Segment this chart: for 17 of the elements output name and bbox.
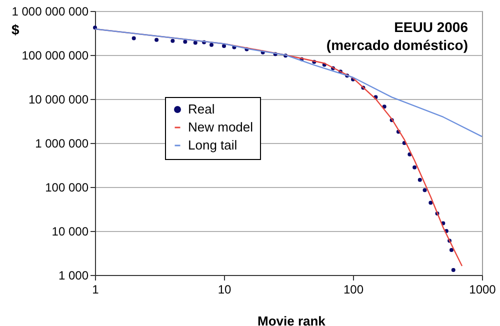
x-tick-label: 1 <box>92 282 100 296</box>
y-axis-title: $ <box>12 22 20 38</box>
x-tick-label: 1000 <box>469 282 496 296</box>
y-tick-label: 100 000 000 <box>22 48 89 62</box>
y-tick-label: 1 000 000 000 <box>12 4 89 18</box>
x-tick-label: 100 <box>343 282 364 296</box>
text: EEUU 2006 (mercado doméstico) <box>326 19 468 53</box>
y-tick-label: 1 000 <box>58 268 89 282</box>
x-tick-label: 10 <box>218 282 232 296</box>
y-tick-label: 10 000 000 <box>28 92 89 106</box>
legend-label: Long tail <box>188 138 238 152</box>
legend-label: New model <box>188 120 254 134</box>
x-axis-title: Movie rank <box>258 314 326 326</box>
y-tick-label: 10 000 <box>52 224 89 238</box>
y-tick-label: 1 000 000 <box>35 136 89 150</box>
y-tick-label: 100 000 <box>45 180 89 194</box>
legend-label: Real <box>188 102 215 116</box>
